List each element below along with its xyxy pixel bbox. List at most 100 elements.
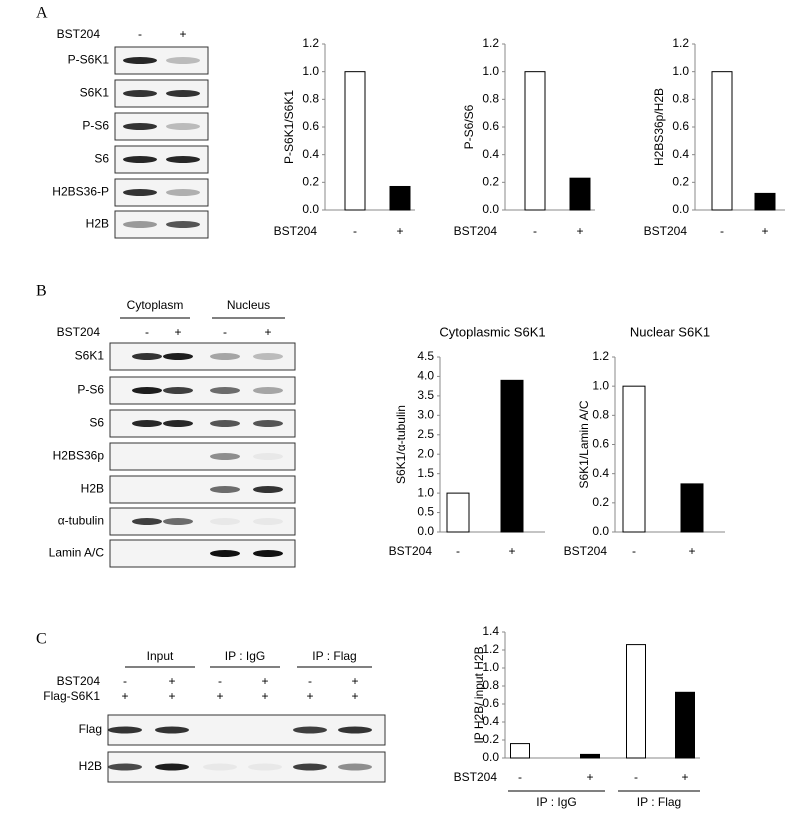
blot-band (253, 518, 283, 525)
lane-label: - (223, 325, 227, 339)
bar (524, 71, 546, 211)
y-tick-label: 0.5 (417, 505, 434, 519)
y-tick-label: 1.2 (592, 349, 609, 363)
y-tick-label: 1.2 (482, 642, 499, 656)
blot-band (253, 353, 283, 360)
blot-band (338, 763, 372, 771)
y-tick-label: 4.5 (417, 349, 434, 363)
y-tick-label: 1.0 (417, 485, 434, 499)
lane-label: + (216, 689, 223, 703)
lane-label: + (351, 674, 358, 688)
y-tick-label: 0.4 (592, 466, 609, 480)
bar (344, 71, 366, 211)
y-tick-label: 0.0 (417, 524, 434, 538)
y-tick-label: 0.0 (302, 202, 319, 216)
x-tick-label: + (586, 770, 593, 784)
x-axis-title: BST204 (644, 224, 688, 238)
y-tick-label: 0.0 (482, 750, 499, 764)
y-tick-label: 0.6 (482, 696, 499, 710)
blot-label: Flag (79, 722, 102, 736)
lane-label: + (168, 674, 175, 688)
bar (389, 185, 411, 211)
y-tick-label: 0.4 (672, 147, 689, 161)
y-axis-title: IP H2B/ input H2B (472, 646, 486, 743)
blot-band (123, 221, 157, 228)
y-tick-label: 2.5 (417, 427, 434, 441)
blot-band (253, 453, 283, 460)
y-tick-label: 1.4 (482, 624, 499, 638)
blot-label: P-S6 (82, 119, 109, 133)
lane-label: + (121, 689, 128, 703)
group-label: Input (147, 649, 174, 663)
chart-title: Cytoplasmic S6K1 (439, 324, 545, 339)
blot-band (108, 763, 142, 771)
blot-band (210, 518, 240, 525)
blot-band (253, 420, 283, 427)
blot-band (210, 550, 240, 557)
chart-title: Nuclear S6K1 (630, 324, 710, 339)
y-tick-label: 0.2 (302, 175, 319, 189)
blot-band (253, 550, 283, 557)
x-tick-label: + (761, 224, 768, 238)
y-tick-label: 0.0 (592, 524, 609, 538)
y-tick-label: 1.0 (482, 64, 499, 78)
y-axis-title: P-S6K1/S6K1 (282, 90, 296, 164)
y-tick-label: 2.0 (417, 446, 434, 460)
blot-band (123, 57, 157, 64)
blot-frame (109, 442, 296, 471)
lane-label: + (306, 689, 313, 703)
blot-band (123, 156, 157, 163)
x-axis-title: BST204 (454, 224, 498, 238)
blot-band (166, 189, 200, 196)
blot-band (166, 90, 200, 97)
lane-label: - (138, 27, 142, 41)
blot-label: P-S6K1 (68, 53, 110, 67)
y-tick-label: 1.0 (482, 660, 499, 674)
group-label: IP : Flag (637, 795, 681, 809)
x-axis-title: BST204 (274, 224, 318, 238)
x-tick-label: - (533, 224, 537, 238)
lane-label: + (168, 689, 175, 703)
y-axis-title: S6K1/α-tubulin (394, 405, 408, 484)
y-tick-label: 0.6 (482, 119, 499, 133)
blot-label: H2B (86, 217, 109, 231)
lane-label: + (261, 674, 268, 688)
y-tick-label: 0.2 (592, 495, 609, 509)
bar (754, 192, 776, 211)
blot-band (253, 486, 283, 493)
y-tick-label: 0.4 (482, 147, 499, 161)
y-tick-label: 1.2 (672, 36, 689, 50)
y-tick-label: 4.0 (417, 369, 434, 383)
y-axis-title: P-S6/S6 (462, 104, 476, 149)
blot-band (293, 763, 327, 771)
bar (500, 379, 524, 533)
blot-band (166, 221, 200, 228)
blot-label: P-S6 (77, 383, 104, 397)
bar (626, 644, 646, 759)
y-tick-label: 0.2 (482, 732, 499, 746)
blot-label: Lamin A/C (49, 546, 105, 560)
x-tick-label: - (634, 770, 638, 784)
lane-label: - (123, 674, 127, 688)
panel-label: B (36, 283, 47, 300)
blot-band (210, 353, 240, 360)
y-tick-label: 1.0 (672, 64, 689, 78)
x-tick-label: - (518, 770, 522, 784)
y-tick-label: 0.4 (482, 714, 499, 728)
blot-label: S6 (94, 152, 109, 166)
blot-band (123, 90, 157, 97)
lane-label: + (264, 325, 271, 339)
blot-band (166, 156, 200, 163)
x-axis-title: BST204 (564, 544, 608, 558)
treatment-label: BST204 (57, 674, 101, 688)
y-tick-label: 1.5 (417, 466, 434, 480)
treatment-label: BST204 (57, 27, 101, 41)
lane-label: + (351, 689, 358, 703)
lane-label: - (308, 674, 312, 688)
blot-band (163, 387, 193, 394)
y-tick-label: 0.6 (302, 119, 319, 133)
y-axis-title: S6K1/Lamin A/C (577, 400, 591, 488)
panel-label: A (36, 5, 48, 22)
blot-band (155, 726, 189, 734)
